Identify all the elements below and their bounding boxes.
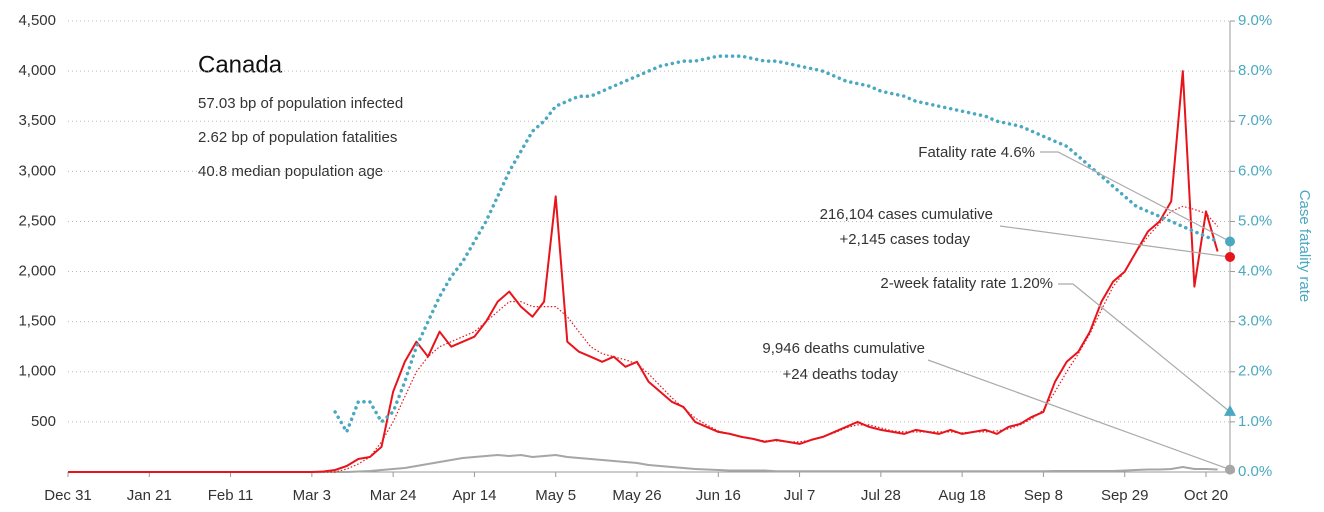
- x-tick-label: Jul 7: [784, 487, 816, 504]
- y2-tick-label: 2.0%: [1238, 363, 1272, 380]
- y-tick-label: 3,500: [18, 112, 56, 129]
- series-line: [333, 54, 1220, 434]
- x-tick-label: May 26: [612, 487, 661, 504]
- x-tick-label: May 5: [535, 487, 576, 504]
- x-tick-label: Oct 20: [1184, 487, 1228, 504]
- y2-tick-label: 5.0%: [1238, 212, 1272, 229]
- info-title: Canada: [198, 51, 283, 78]
- annotation-text: 216,104 cases cumulative: [820, 206, 993, 223]
- y2-tick-label: 1.0%: [1238, 413, 1272, 430]
- x-tick-label: Feb 11: [208, 487, 254, 504]
- series-line: [68, 454, 1218, 473]
- x-tick-label: Sep 8: [1024, 487, 1063, 504]
- y2-tick-label: 7.0%: [1238, 112, 1272, 129]
- y2-tick-label: 0.0%: [1238, 463, 1272, 480]
- info-line: 40.8 median population age: [198, 163, 383, 180]
- y-tick-label: 1,000: [18, 363, 56, 380]
- x-tick-label: Apr 14: [452, 487, 496, 504]
- end-marker: [1224, 404, 1236, 416]
- annotation-leader: [927, 359, 1231, 471]
- end-marker: [1225, 236, 1235, 247]
- x-tick-label: Jun 16: [696, 487, 741, 504]
- y-tick-label: 4,000: [18, 62, 56, 79]
- y-tick-label: 4,500: [18, 12, 56, 29]
- y2-tick-label: 6.0%: [1238, 162, 1272, 179]
- series-line: [68, 70, 1219, 473]
- x-tick-label: Mar 3: [293, 487, 331, 504]
- annotation-text: Fatality rate 4.6%: [918, 144, 1035, 161]
- y-tick-label: 2,500: [18, 212, 56, 229]
- y-tick-label: 500: [31, 413, 56, 430]
- series-line: [68, 205, 1219, 473]
- annotation-text: +2,145 cases today: [839, 231, 970, 248]
- x-tick-label: Jul 28: [861, 487, 901, 504]
- info-line: 2.62 bp of population fatalities: [198, 129, 397, 146]
- x-tick-label: Jan 21: [127, 487, 172, 504]
- info-line: 57.03 bp of population infected: [198, 95, 403, 112]
- annotation-text: 9,946 deaths cumulative: [762, 340, 925, 357]
- annotation-text: +24 deaths today: [782, 366, 898, 383]
- end-marker: [1225, 464, 1235, 475]
- x-tick-label: Sep 29: [1101, 487, 1149, 504]
- y2-axis-label: Case fatality rate: [1296, 190, 1313, 303]
- annotation-leader: [1040, 151, 1231, 243]
- end-marker: [1225, 252, 1235, 263]
- y2-tick-label: 8.0%: [1238, 62, 1272, 79]
- y-tick-label: 1,500: [18, 313, 56, 330]
- y2-tick-label: 4.0%: [1238, 263, 1272, 280]
- annotation-text: 2-week fatality rate 1.20%: [880, 275, 1053, 292]
- annotation-leader: [999, 225, 1231, 258]
- y-tick-label: 3,000: [18, 162, 56, 179]
- y2-tick-label: 3.0%: [1238, 313, 1272, 330]
- y2-tick-label: 9.0%: [1238, 12, 1272, 29]
- x-tick-label: Dec 31: [44, 487, 92, 504]
- y-tick-label: 2,000: [18, 263, 56, 280]
- x-tick-label: Mar 24: [370, 487, 417, 504]
- annotation-leader: [1058, 283, 1231, 413]
- x-tick-label: Aug 18: [938, 487, 986, 504]
